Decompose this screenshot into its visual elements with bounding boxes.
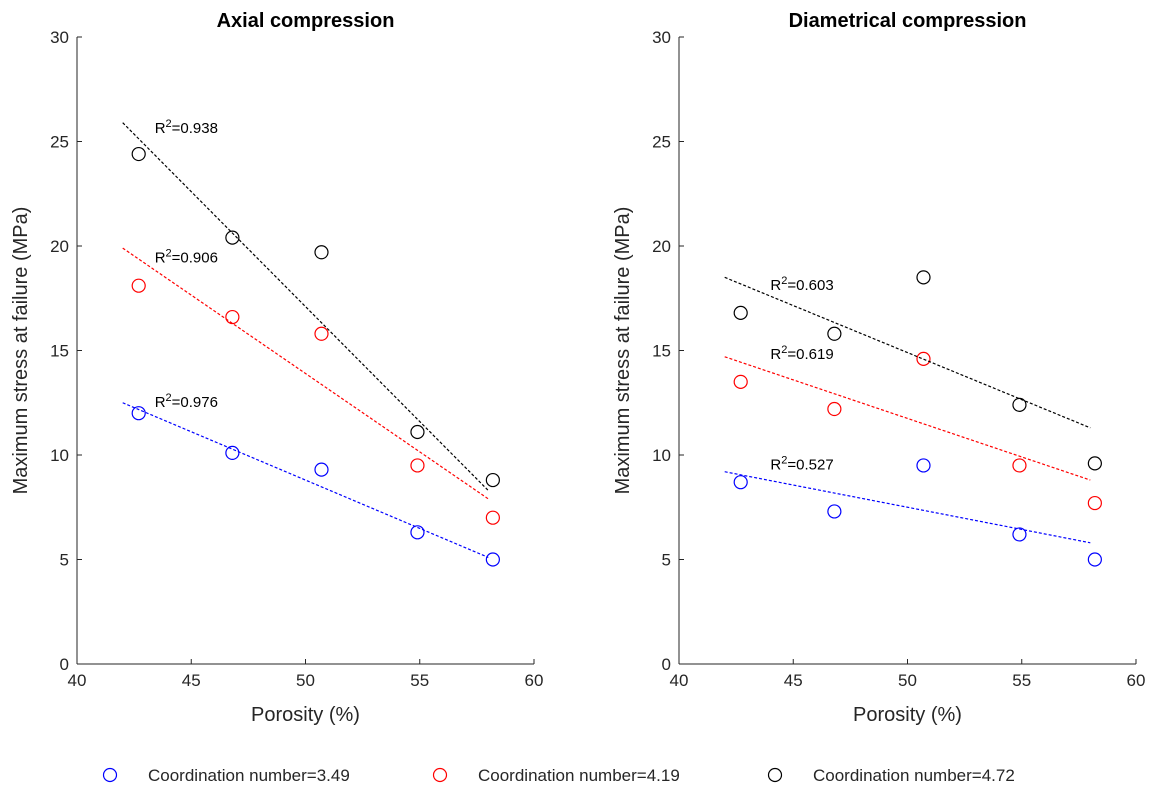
data-point [410, 458, 425, 473]
data-point [314, 462, 329, 477]
series-2: R2=0.619 [724, 344, 1102, 511]
legend-label: Coordination number=4.19 [478, 766, 680, 785]
x-tick-label: 50 [898, 671, 917, 690]
data-point [225, 230, 240, 245]
x-axis-label: Porosity (%) [853, 704, 962, 726]
data-point [485, 552, 500, 567]
trend-line [724, 471, 1091, 544]
chart-title: Diametrical compression [789, 10, 1027, 32]
data-point [314, 326, 329, 341]
legend-item-3: Coordination number=4.72 [767, 766, 1015, 785]
r-squared-label: R2=0.906 [155, 248, 218, 267]
data-point [225, 445, 240, 461]
y-tick-label: 20 [652, 237, 671, 256]
y-tick-label: 20 [50, 237, 69, 256]
legend-marker [432, 767, 448, 783]
data-point [410, 424, 425, 440]
chart-panel-2: Diametrical compression 40 45 50 55 60 0 5 10 15 2… [612, 10, 1145, 726]
data-point [827, 504, 842, 519]
trend-line [724, 276, 1091, 429]
r-squared-label: R2=0.619 [770, 344, 833, 363]
x-tick-label: 40 [670, 671, 689, 690]
trend-line [724, 356, 1091, 481]
data-point [827, 326, 842, 341]
y-axis-label: Maximum stress at failure (MPa) [10, 207, 32, 495]
data-point [1012, 397, 1027, 412]
x-tick-label: 45 [182, 671, 201, 690]
data-point [916, 458, 931, 473]
trend-line [122, 402, 489, 558]
series-3: R2=0.603 [724, 270, 1102, 471]
data-point [733, 374, 748, 389]
data-point [1012, 527, 1027, 542]
data-point [827, 401, 842, 417]
x-tick-label: 45 [784, 671, 803, 690]
x-tick-label: 60 [525, 671, 544, 690]
data-point [733, 305, 748, 320]
data-point [1012, 458, 1027, 473]
r-squared-label: R2=0.938 [155, 118, 218, 137]
data-point [485, 510, 500, 525]
data-point [916, 270, 931, 285]
series-1: R2=0.976 [122, 392, 500, 567]
data-point [1087, 552, 1102, 567]
y-tick-label: 10 [50, 446, 69, 465]
x-tick-label: 55 [1012, 671, 1031, 690]
data-point [485, 472, 500, 488]
data-point [131, 406, 146, 421]
y-tick-label: 15 [652, 342, 671, 361]
legend-marker [767, 767, 783, 783]
r-squared-label: R2=0.976 [155, 392, 218, 411]
trend-line [122, 122, 489, 491]
y-tick-label: 5 [662, 551, 671, 570]
legend-label: Coordination number=3.49 [148, 766, 350, 785]
y-tick-label: 5 [60, 551, 69, 570]
legend-item-1: Coordination number=3.49 [102, 766, 350, 785]
y-tick-label: 30 [50, 28, 69, 47]
legend: Coordination number=3.49 Coordination num… [102, 766, 1015, 785]
series-1: R2=0.527 [724, 455, 1102, 567]
series-3: R2=0.938 [122, 118, 500, 491]
legend-label: Coordination number=4.72 [813, 766, 1015, 785]
y-tick-label: 15 [50, 342, 69, 361]
chart-panel-1: Axial compression 40 45 50 55 60 0 5 10 15 20 25 30 P… [10, 10, 543, 726]
r-squared-label: R2=0.527 [770, 455, 833, 474]
y-tick-label: 25 [50, 133, 69, 152]
data-point [131, 278, 146, 293]
data-point [1087, 495, 1102, 511]
data-point [225, 309, 240, 325]
x-axis-label: Porosity (%) [251, 704, 360, 726]
y-tick-label: 10 [652, 446, 671, 465]
x-tick-label: 55 [410, 671, 429, 690]
r-squared-label: R2=0.603 [770, 275, 833, 294]
legend-item-2: Coordination number=4.19 [432, 766, 680, 785]
data-point [314, 245, 329, 260]
y-tick-label: 30 [652, 28, 671, 47]
data-point [1087, 456, 1102, 471]
y-tick-label: 25 [652, 133, 671, 152]
data-point [733, 475, 748, 490]
data-point [916, 351, 931, 366]
y-axis-label: Maximum stress at failure (MPa) [612, 207, 634, 495]
y-tick-label: 0 [662, 655, 671, 674]
x-tick-label: 50 [296, 671, 315, 690]
y-tick-label: 0 [60, 655, 69, 674]
data-point [410, 525, 425, 540]
legend-marker [102, 767, 118, 783]
x-tick-label: 60 [1127, 671, 1146, 690]
x-tick-label: 40 [68, 671, 87, 690]
data-point [131, 146, 146, 162]
trend-line [122, 247, 489, 500]
chart-title: Axial compression [217, 10, 395, 32]
series-2: R2=0.906 [122, 247, 500, 525]
